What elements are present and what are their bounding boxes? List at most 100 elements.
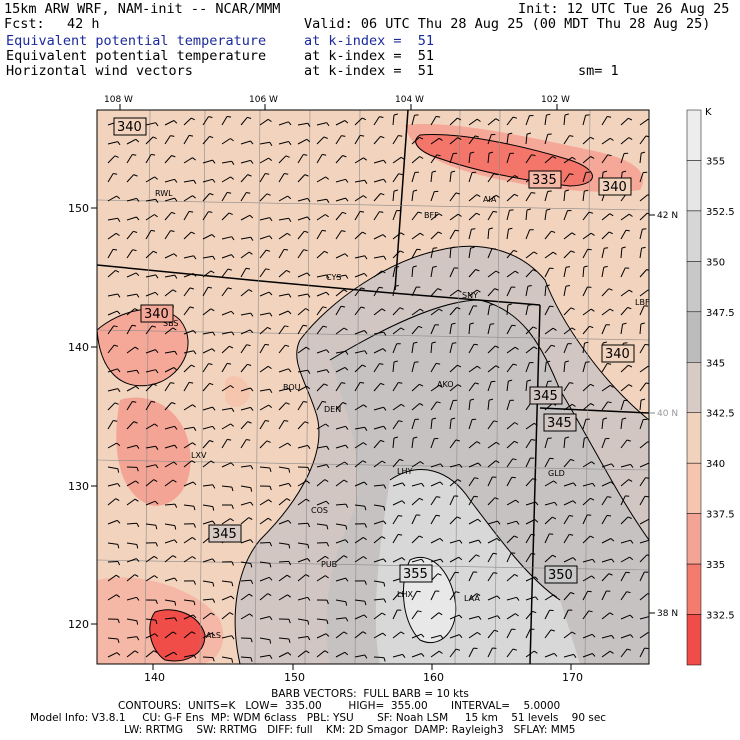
wind-barb	[620, 556, 630, 563]
wind-barb-flag	[514, 193, 519, 197]
wind-barb-flag	[418, 325, 423, 329]
wind-barb	[354, 211, 361, 221]
station-pub: PUB	[321, 560, 337, 569]
wind-barb-flag	[572, 557, 577, 561]
wind-barb	[126, 385, 137, 392]
wind-barb	[126, 650, 136, 658]
wind-barb-flag	[193, 255, 197, 260]
wind-barb	[525, 478, 534, 487]
wind-barb	[582, 325, 590, 335]
wind-barb	[430, 438, 435, 449]
wind-barb-flag	[172, 555, 177, 558]
wind-barb	[468, 554, 477, 563]
wind-barb-flag	[152, 383, 157, 387]
wind-barb	[430, 650, 440, 658]
wind-barb	[107, 388, 118, 392]
wind-barb	[601, 496, 608, 506]
wind-barb	[544, 480, 554, 487]
colorbar-level: 347.5	[706, 308, 735, 319]
left-axis: 150 140 130 120	[68, 202, 97, 631]
wind-barb-flag	[189, 287, 194, 290]
wind-barb	[449, 479, 458, 487]
wind-barb-flag	[136, 636, 140, 641]
wind-barb-flag	[170, 382, 175, 384]
wind-barb-flag	[212, 331, 216, 336]
wind-barb-flag	[494, 288, 499, 291]
wind-barb	[240, 174, 249, 183]
wind-barb	[145, 176, 155, 183]
wind-barb	[107, 542, 118, 545]
wind-barb-flag	[171, 211, 176, 215]
wind-barb-flag	[602, 170, 608, 173]
wind-barb-flag	[439, 481, 444, 486]
y-tick: 120	[68, 618, 89, 631]
wind-barb-flag	[609, 213, 614, 217]
field-level-contour: at k-index = 51	[304, 48, 435, 64]
wind-barb-flag	[250, 501, 254, 506]
wind-barb-flag	[266, 193, 271, 196]
wind-barb	[639, 554, 648, 563]
wind-barb	[107, 155, 116, 164]
wind-barb-flag	[193, 580, 196, 585]
wind-barb	[373, 520, 384, 525]
wind-barb-flag	[436, 154, 441, 157]
wind-barb	[544, 533, 550, 544]
wind-barb	[620, 571, 627, 582]
contour-label: 345	[547, 416, 572, 431]
wind-barb-flag	[421, 483, 425, 487]
field-title-wind: Horizontal wind vectors	[6, 63, 193, 79]
wind-barb-flag	[250, 407, 254, 411]
wind-barb	[506, 175, 515, 183]
wind-barb-flag	[628, 364, 633, 368]
wind-barb-flag	[553, 594, 558, 598]
wind-barb	[411, 211, 419, 221]
wind-barb	[335, 479, 345, 487]
wind-barb-flag	[572, 500, 577, 504]
wind-barb	[278, 195, 288, 202]
wind-barb	[202, 598, 213, 601]
wind-barb-flag	[117, 561, 121, 566]
wind-barb	[107, 270, 116, 278]
wind-barb	[259, 616, 270, 620]
wind-barb-flag	[343, 327, 348, 331]
wind-barb-flag	[363, 442, 367, 446]
wind-barb	[468, 365, 478, 373]
wind-barb	[373, 558, 384, 563]
wind-barb	[183, 404, 193, 411]
wind-barb-flag	[307, 293, 311, 298]
station-cos: COS	[311, 506, 328, 515]
wind-barb	[335, 253, 346, 259]
wind-barb-flag	[497, 615, 501, 620]
wind-barb-flag	[478, 616, 482, 620]
wind-barb	[297, 421, 306, 430]
wind-barb	[297, 369, 308, 373]
wind-barb	[411, 191, 414, 202]
field-level-wind: at k-index = 51	[304, 63, 435, 79]
wind-barb-flag	[134, 650, 139, 654]
wind-barb-flag	[644, 495, 649, 498]
wind-barb	[563, 459, 571, 468]
wind-barb	[449, 556, 460, 563]
wind-barb-flag	[304, 421, 309, 424]
wind-barb	[620, 247, 623, 259]
wind-barb	[411, 535, 420, 544]
wind-barb	[392, 156, 402, 164]
wind-barb	[544, 554, 553, 563]
wind-barb-flag	[324, 250, 329, 254]
wind-barb	[221, 423, 231, 430]
wind-barb-flag	[134, 574, 139, 577]
wind-barb-flag	[250, 657, 253, 662]
wind-barb	[335, 382, 342, 392]
wind-barb-flag	[476, 593, 481, 596]
wind-barb	[430, 481, 441, 487]
wind-barb-flag	[360, 134, 365, 137]
wind-barb-flag	[628, 117, 633, 121]
wind-barb-flag	[511, 476, 516, 479]
wind-barb	[202, 580, 213, 584]
wind-barb	[620, 307, 628, 316]
wind-barb-flag	[322, 400, 327, 403]
wind-barb-flag	[344, 651, 349, 656]
wind-barb-flag	[288, 121, 292, 126]
wind-barb	[525, 192, 532, 202]
wind-barb-flag	[173, 461, 178, 465]
